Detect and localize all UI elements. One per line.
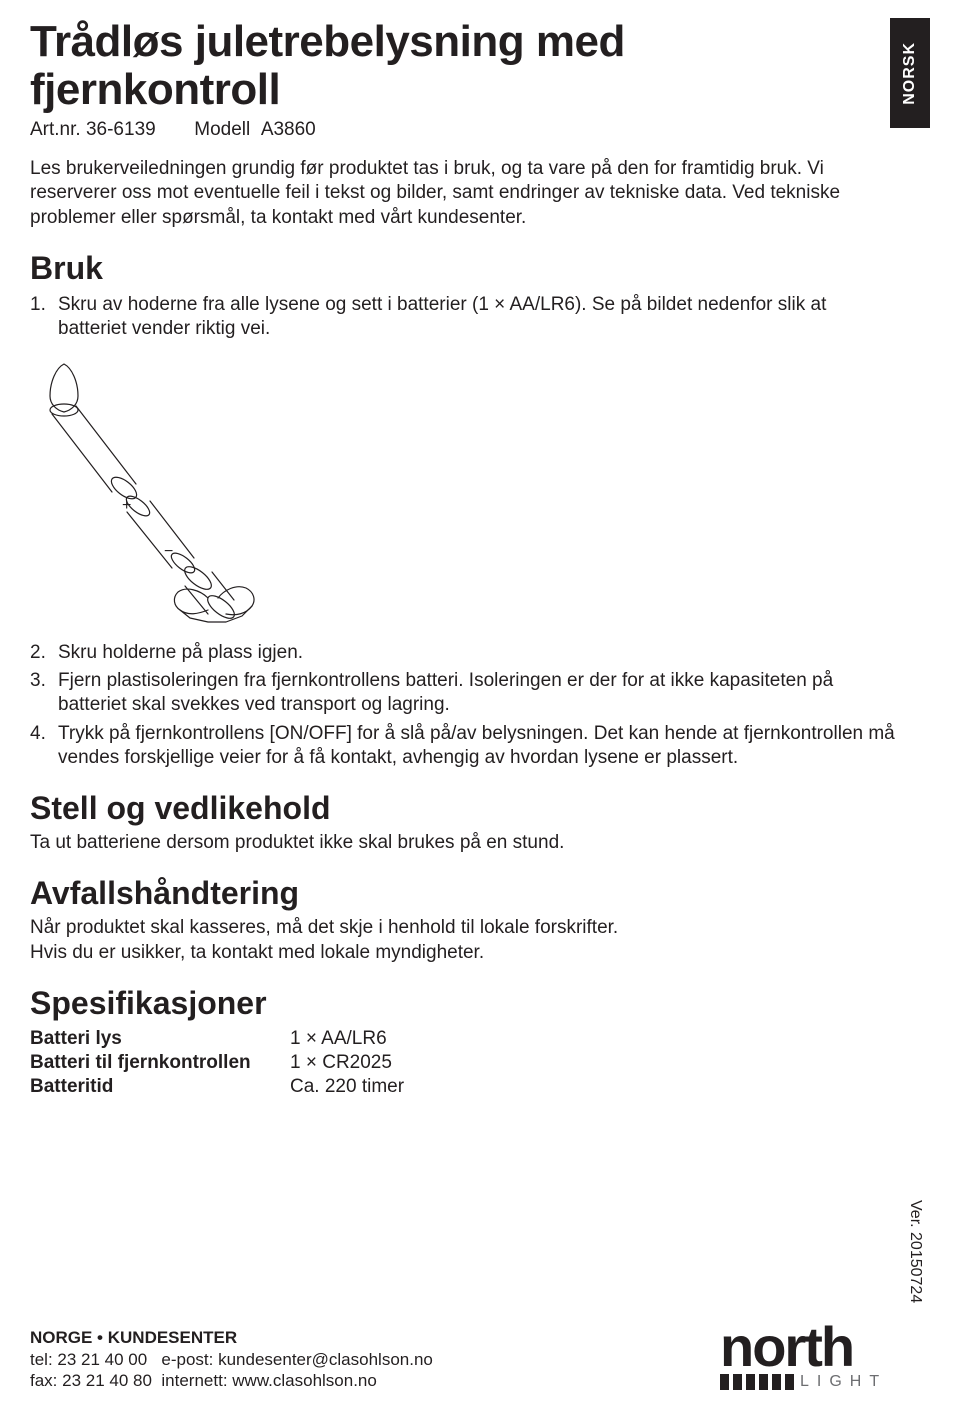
avfall-text-2: Hvis du er usikker, ta kontakt med lokal… [30, 941, 900, 965]
section-stell-heading: Stell og vedlikehold [30, 790, 930, 827]
spec-row: Batteri lys 1 × AA/LR6 [30, 1028, 930, 1050]
document-title: Trådløs juletrebelysning med fjernkontro… [30, 18, 930, 113]
bruk-step-4: Trykk på fjernkontrollens [ON/OFF] for å… [30, 722, 900, 771]
stell-text: Ta ut batteriene dersom produktet ikke s… [30, 831, 900, 855]
bruk-step-2: Skru holderne på plass igjen. [30, 641, 900, 665]
logo-bars-icon [720, 1374, 794, 1390]
footer: NORGE • KUNDESENTER tel: 23 21 40 00 e-p… [30, 1323, 930, 1391]
svg-text:−: − [164, 543, 173, 560]
battery-diagram: + − [30, 356, 930, 631]
article-line: Art.nr. 36-6139 Modell A3860 [30, 119, 930, 141]
brand-logo: north LIGHT [720, 1323, 930, 1391]
language-tab: NORSK [890, 18, 930, 128]
model-label: Modell [194, 119, 250, 140]
logo-sub-text: LIGHT [800, 1373, 887, 1391]
title-line-2: fjernkontroll [30, 65, 280, 114]
footer-heading: NORGE • KUNDESENTER [30, 1327, 433, 1348]
bruk-step-3: Fjern plastisoleringen fra fjernkontroll… [30, 669, 900, 718]
bruk-step-1: Skru av hoderne fra alle lysene og sett … [30, 293, 900, 342]
model-value: A3860 [261, 119, 316, 140]
title-line-1: Trådløs juletrebelysning med [30, 17, 625, 66]
footer-line-1: tel: 23 21 40 00 e-post: kundesenter@cla… [30, 1349, 433, 1370]
spec-label: Batteri lys [30, 1028, 290, 1050]
footer-email: e-post: kundesenter@clasohlson.no [161, 1350, 432, 1369]
section-spes-heading: Spesifikasjoner [30, 985, 930, 1022]
version-text: Ver. 20150724 [906, 1200, 924, 1303]
art-label: Art.nr. [30, 119, 81, 140]
footer-contact: NORGE • KUNDESENTER tel: 23 21 40 00 e-p… [30, 1327, 433, 1391]
spec-label: Batteri til fjernkontrollen [30, 1052, 290, 1074]
language-tab-text: NORSK [901, 42, 919, 105]
intro-paragraph: Les brukerveiledningen grundig før produ… [30, 157, 860, 230]
spec-table: Batteri lys 1 × AA/LR6 Batteri til fjern… [30, 1028, 930, 1098]
logo-main-text: north [720, 1323, 853, 1371]
spec-row: Batteri til fjernkontrollen 1 × CR2025 [30, 1052, 930, 1074]
avfall-text-1: Når produktet skal kasseres, må det skje… [30, 916, 900, 940]
art-value: 36-6139 [86, 119, 156, 140]
section-bruk-heading: Bruk [30, 250, 930, 287]
spec-value: 1 × AA/LR6 [290, 1028, 387, 1050]
bruk-steps-list-2: Skru holderne på plass igjen. Fjern plas… [30, 641, 900, 771]
section-avfall-heading: Avfallshåndtering [30, 875, 930, 912]
spec-row: Batteritid Ca. 220 timer [30, 1076, 930, 1098]
spec-value: 1 × CR2025 [290, 1052, 392, 1074]
footer-web: internett: www.clasohlson.no [161, 1371, 376, 1390]
footer-line-2: fax: 23 21 40 80 internett: www.clasohls… [30, 1370, 433, 1391]
footer-fax: fax: 23 21 40 80 [30, 1371, 152, 1390]
footer-tel: tel: 23 21 40 00 [30, 1350, 147, 1369]
bruk-steps-list-1: Skru av hoderne fra alle lysene og sett … [30, 293, 900, 342]
logo-sub: LIGHT [720, 1373, 930, 1391]
spec-value: Ca. 220 timer [290, 1076, 404, 1098]
spec-label: Batteritid [30, 1076, 290, 1098]
